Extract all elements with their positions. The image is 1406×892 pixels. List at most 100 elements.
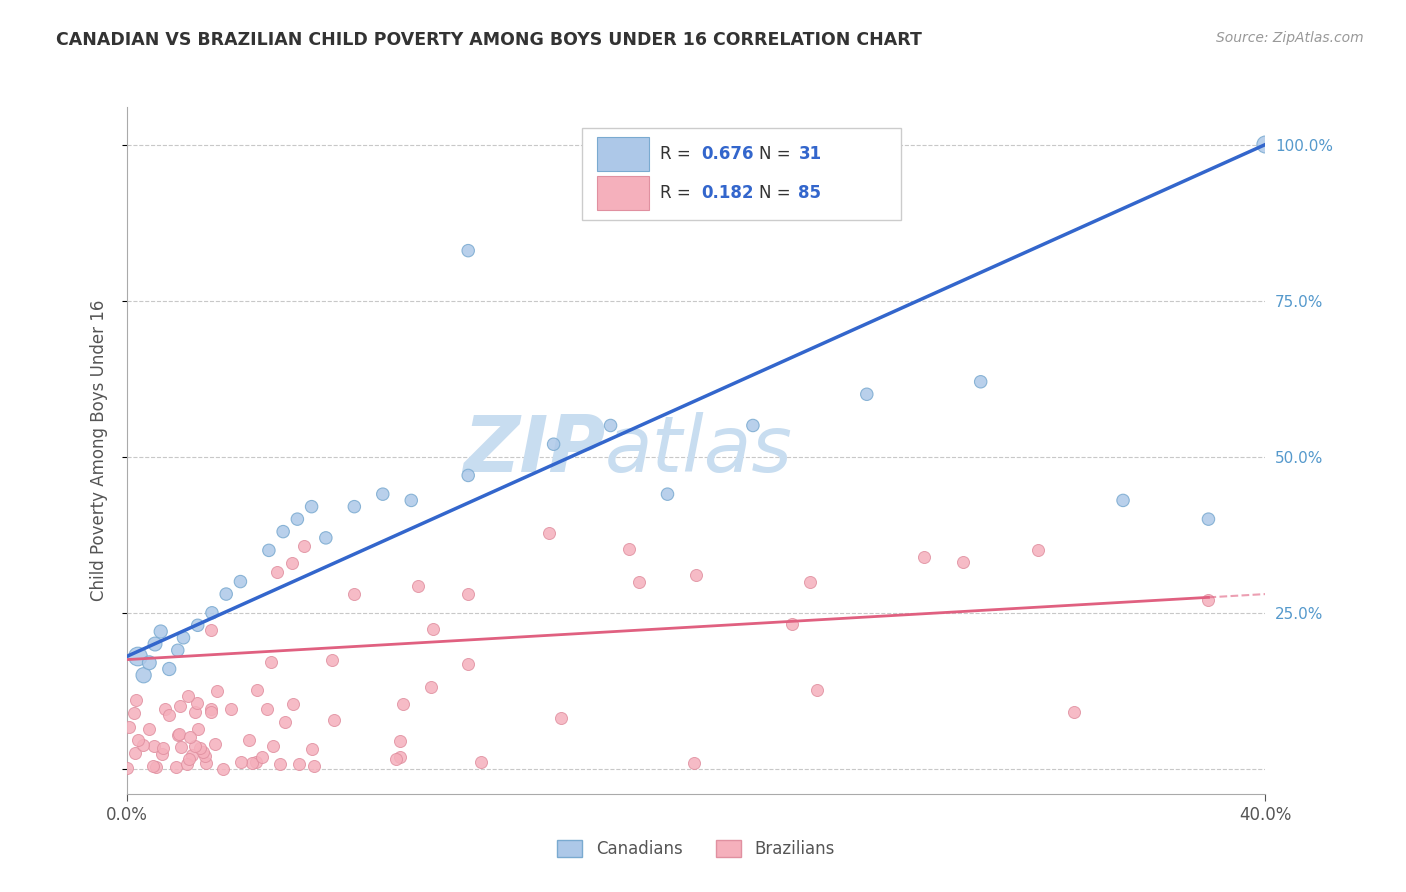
- Point: [142, 759, 165, 773]
- Point: [169, 699, 191, 714]
- Point: [1198, 593, 1220, 607]
- FancyBboxPatch shape: [582, 128, 901, 220]
- Point: [315, 531, 337, 545]
- Point: [288, 756, 311, 771]
- Point: [401, 493, 423, 508]
- Point: [193, 745, 215, 759]
- Text: Source: ZipAtlas.com: Source: ZipAtlas.com: [1216, 31, 1364, 45]
- Point: [281, 557, 304, 571]
- Point: [302, 759, 325, 773]
- Point: [190, 741, 212, 756]
- Point: [683, 756, 706, 771]
- Point: [212, 762, 235, 776]
- Point: [181, 747, 204, 762]
- Point: [229, 755, 252, 769]
- Point: [657, 487, 679, 501]
- Point: [177, 752, 200, 766]
- Point: [200, 702, 222, 716]
- Point: [343, 500, 366, 514]
- Point: [124, 706, 146, 720]
- Point: [127, 649, 149, 664]
- Point: [246, 683, 269, 698]
- Point: [855, 387, 877, 401]
- Point: [260, 656, 283, 670]
- Point: [262, 739, 284, 753]
- Point: [257, 543, 280, 558]
- Text: 0.182: 0.182: [702, 184, 754, 202]
- Point: [301, 500, 323, 514]
- FancyBboxPatch shape: [598, 136, 650, 170]
- Point: [138, 656, 160, 670]
- Text: ZIP: ZIP: [463, 412, 605, 489]
- Point: [201, 606, 224, 620]
- Point: [215, 587, 238, 601]
- Point: [166, 643, 188, 657]
- Point: [266, 565, 288, 579]
- Text: 85: 85: [799, 184, 821, 202]
- Point: [165, 760, 187, 774]
- Point: [301, 741, 323, 756]
- Point: [167, 728, 190, 742]
- Point: [124, 693, 146, 707]
- Point: [242, 756, 264, 770]
- Point: [550, 711, 572, 725]
- Point: [780, 617, 803, 632]
- Point: [200, 705, 222, 719]
- Text: R =: R =: [659, 145, 696, 162]
- Legend: Canadians, Brazilians: Canadians, Brazilians: [551, 833, 841, 864]
- Point: [138, 722, 160, 736]
- Point: [143, 637, 166, 651]
- Point: [371, 487, 394, 501]
- Point: [420, 680, 443, 694]
- Point: [271, 524, 294, 539]
- Point: [194, 756, 217, 771]
- Point: [132, 738, 155, 752]
- Point: [150, 747, 173, 762]
- Point: [799, 574, 821, 589]
- Point: [155, 702, 177, 716]
- Text: 0.676: 0.676: [702, 145, 754, 162]
- Point: [806, 683, 828, 698]
- Y-axis label: Child Poverty Among Boys Under 16: Child Poverty Among Boys Under 16: [90, 300, 108, 601]
- Point: [742, 418, 765, 433]
- Point: [219, 701, 242, 715]
- Point: [127, 733, 149, 747]
- Point: [269, 756, 291, 771]
- Point: [388, 749, 411, 764]
- Point: [142, 739, 165, 753]
- Point: [145, 760, 167, 774]
- Point: [470, 755, 492, 769]
- Point: [283, 698, 305, 712]
- Point: [619, 542, 641, 557]
- Point: [543, 437, 565, 451]
- Point: [200, 624, 222, 638]
- Point: [115, 761, 138, 775]
- Point: [287, 512, 309, 526]
- Point: [172, 631, 194, 645]
- Text: N =: N =: [759, 145, 796, 162]
- Point: [292, 539, 315, 553]
- Point: [343, 587, 366, 601]
- Point: [250, 750, 273, 764]
- Point: [422, 622, 444, 636]
- Point: [167, 727, 190, 741]
- Point: [1063, 705, 1085, 719]
- Point: [1198, 512, 1220, 526]
- Point: [322, 713, 344, 727]
- Point: [184, 706, 207, 720]
- Point: [170, 739, 193, 754]
- Point: [176, 756, 198, 771]
- Point: [912, 549, 935, 564]
- Point: [187, 722, 209, 736]
- Point: [970, 375, 993, 389]
- Point: [599, 418, 621, 433]
- Text: 31: 31: [799, 145, 821, 162]
- Point: [159, 708, 181, 723]
- Point: [406, 579, 429, 593]
- Point: [256, 702, 278, 716]
- Point: [149, 624, 172, 639]
- Point: [157, 662, 180, 676]
- Point: [187, 618, 209, 632]
- Text: atlas: atlas: [605, 412, 793, 489]
- Point: [952, 555, 974, 569]
